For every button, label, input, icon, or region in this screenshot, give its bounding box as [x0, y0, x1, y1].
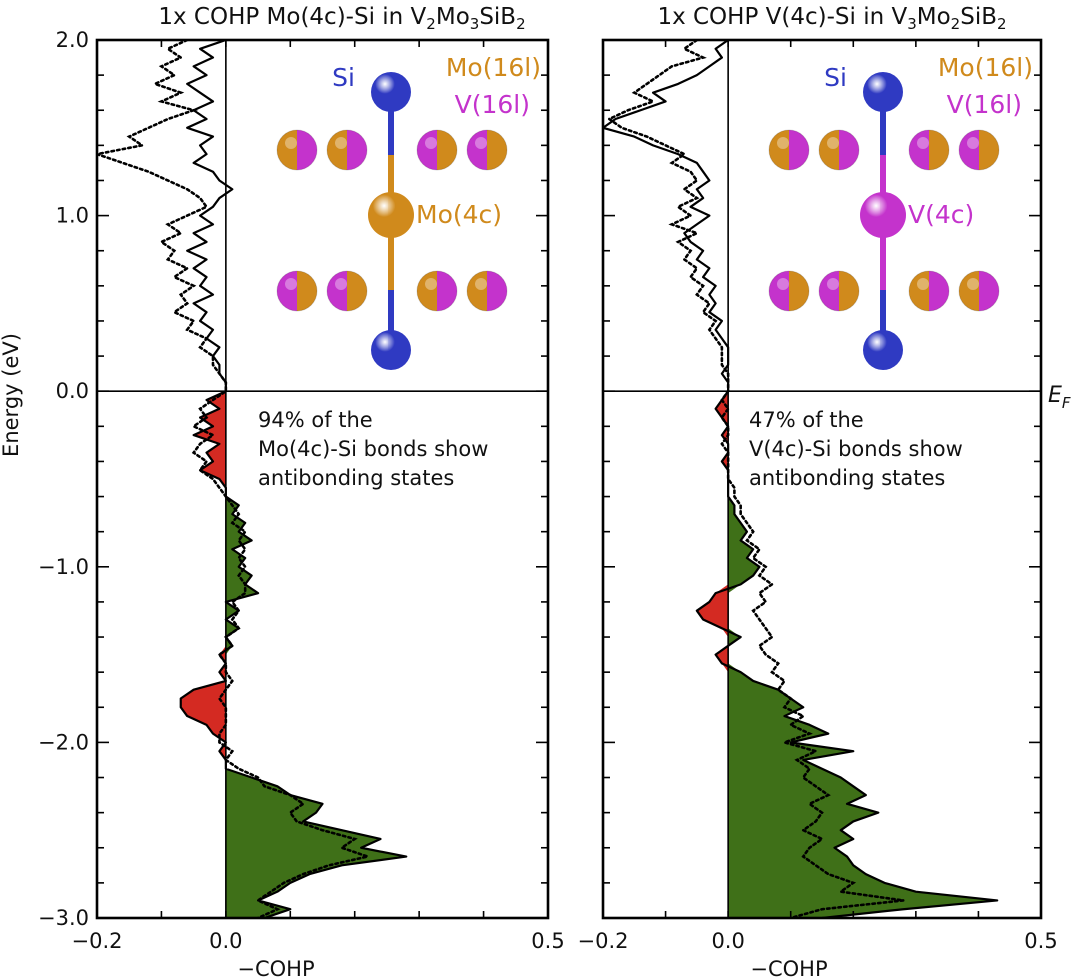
mixed-site-atom — [276, 270, 318, 312]
si-label: Si — [824, 63, 847, 92]
antibonding-fill — [696, 391, 729, 918]
antibonding-annotation: 47% of the V(4c)-Si bonds show antibondi… — [749, 408, 969, 490]
mixed-site-atom — [466, 129, 508, 171]
mixed-site-atom — [326, 270, 368, 312]
x-tick-label: −0.2 — [72, 929, 123, 953]
x-tick-label: 0.5 — [1024, 929, 1057, 953]
panel-title: 1x COHP V(4c)-Si in V3Mo2SiB2 — [657, 4, 1006, 33]
center-atom-label: V(4c) — [908, 200, 974, 229]
y-tick-label: 2.0 — [56, 28, 89, 52]
mixed-site-atom — [958, 270, 1000, 312]
bonding-fill — [728, 391, 998, 918]
x-tick-label: 0.5 — [531, 929, 564, 953]
si-atom-bottom — [863, 330, 903, 370]
plot-frame — [601, 38, 1043, 920]
si-atom-bottom — [371, 330, 411, 370]
x-axis-label: −COHP — [750, 957, 827, 978]
y-tick-label: −2.0 — [38, 730, 89, 754]
y-tick-label: −1.0 — [38, 555, 89, 579]
mixed-site-atom — [276, 129, 318, 171]
fermi-level-label: EF — [1048, 383, 1071, 412]
center-atom — [860, 192, 906, 238]
mixed-site-atom — [466, 270, 508, 312]
mixed-site-atom — [818, 129, 860, 171]
panel-v4c-si: 1x COHP V(4c)-Si in V3Mo2SiB2 −0.2 0.0 0.5… — [578, 4, 1058, 978]
x-axis-label: −COHP — [237, 957, 314, 978]
plot-content — [97, 40, 408, 918]
mixed-site-atom — [416, 129, 458, 171]
bonding-fill — [225, 391, 407, 918]
mixed-site-atom — [958, 129, 1000, 171]
mixed-site-atom — [326, 129, 368, 171]
si-atom-top — [371, 72, 411, 112]
cohp-dotted-line — [97, 40, 373, 918]
x-tick-label: 0.0 — [711, 929, 744, 953]
y-tick-label: −3.0 — [38, 906, 89, 930]
crystal-structure-inset: Si V(4c) Mo(16l) V(16l) — [768, 53, 1033, 370]
panel-mo4c-si: 1x COHP Mo(4c)-Si in V2Mo3SiB2 −3.0−2.0−… — [38, 4, 565, 978]
mixed-site-atom — [768, 270, 810, 312]
v-site-label: V(16l) — [455, 90, 530, 119]
center-atom-label: Mo(4c) — [416, 200, 502, 229]
x-tick-label: 0.0 — [209, 929, 242, 953]
plot-area: −0.2 0.0 0.5 — [578, 38, 1058, 953]
x-tick-label: −0.2 — [578, 929, 629, 953]
y-tick-label: 1.0 — [56, 204, 89, 228]
mixed-site-atom — [416, 270, 458, 312]
y-axis-label: Energy (eV) — [0, 333, 23, 457]
mixed-site-atom — [818, 270, 860, 312]
mixed-site-atom — [908, 129, 950, 171]
plot-frame — [95, 38, 550, 920]
mixed-site-atom — [768, 129, 810, 171]
antibonding-annotation: 94% of the Mo(4c)-Si bonds show antibond… — [258, 408, 495, 490]
antibonding-fill — [180, 391, 226, 918]
cohp-solid-line — [179, 40, 408, 918]
v-site-label: V(16l) — [947, 90, 1022, 119]
y-tick-label: 0.0 — [56, 379, 89, 403]
crystal-structure-inset: Si Mo(4c) Mo(16l) V(16l) — [276, 53, 541, 370]
mo-site-label: Mo(16l) — [446, 53, 541, 82]
si-label: Si — [332, 63, 355, 92]
panel-title: 1x COHP Mo(4c)-Si in V2Mo3SiB2 — [158, 4, 525, 33]
center-atom — [368, 192, 414, 238]
si-atom-top — [863, 72, 903, 112]
mixed-site-atom — [908, 270, 950, 312]
plot-area: −3.0 −2.0 −1.0 0.0 1.0 2.0 −0.2 0.0 0.5 — [38, 28, 565, 953]
mo-site-label: Mo(16l) — [938, 53, 1033, 82]
